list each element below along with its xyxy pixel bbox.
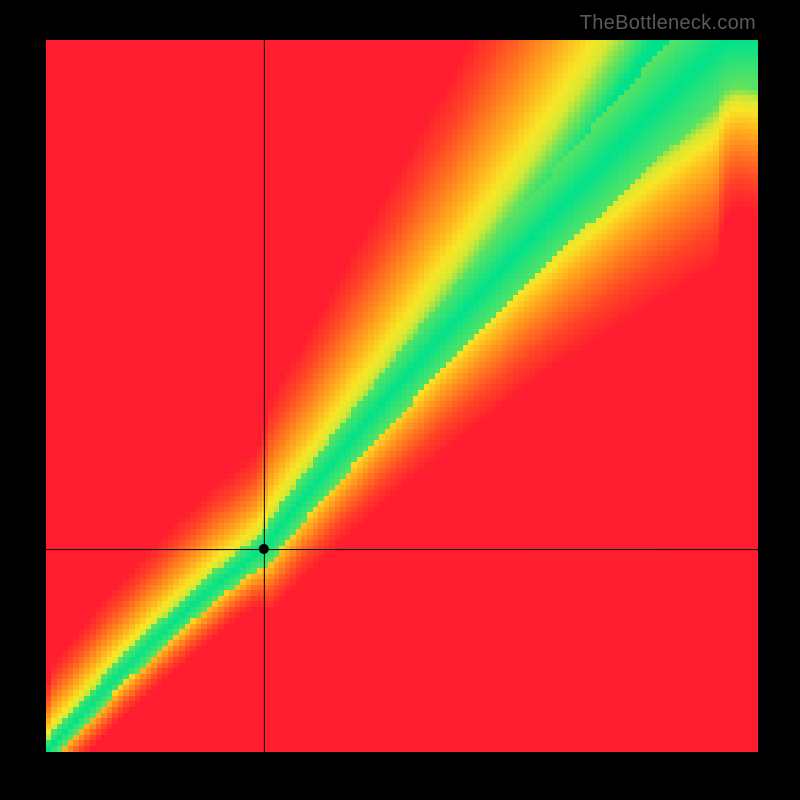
watermark-text: TheBottleneck.com xyxy=(580,12,756,35)
chart-container: TheBottleneck.com xyxy=(0,0,800,800)
bottleneck-heatmap xyxy=(46,40,758,752)
